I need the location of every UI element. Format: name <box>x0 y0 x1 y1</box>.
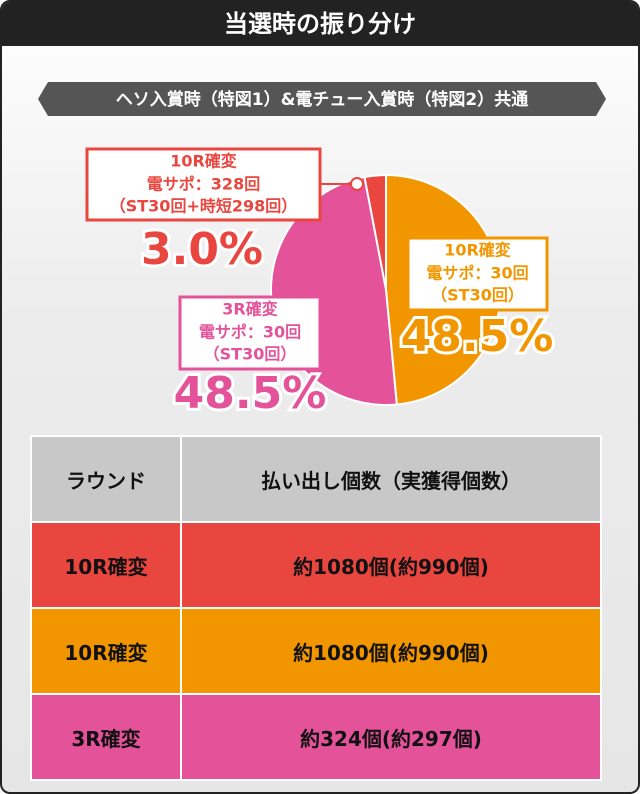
label-box <box>406 236 549 312</box>
table-row: 10R確変 約1080個(約990個) <box>30 521 602 609</box>
subtitle-banner <box>38 82 606 116</box>
slice-name: 10R確変 <box>444 241 511 260</box>
label-box <box>178 295 322 371</box>
header-cell: 払い出し個数（実獲得個数） <box>180 435 602 523</box>
table-cell: 約1080個(約990個) <box>180 521 602 609</box>
slice-percent: 48.5% <box>401 311 554 362</box>
subtitle: ヘソ入賞時（特図1）&電チュー入賞時（特図2）共通 <box>116 89 528 110</box>
slice-percent: 48.5% <box>174 368 327 419</box>
title: 当選時の振り分け <box>2 2 638 46</box>
slice-name: 3R確変 <box>222 300 277 319</box>
slice-detail: 電サポ：30回 <box>199 323 301 342</box>
table-row: 10R確変 約1080個(約990個) <box>30 607 602 695</box>
table: ラウンド 払い出し個数（実獲得個数） 10R確変 約1080個(約990個) 10R… <box>30 435 602 781</box>
slice-detail: 電サポ：328回 <box>147 175 260 194</box>
header-cell: ラウンド <box>30 435 182 523</box>
label-box <box>85 147 322 222</box>
slice-detail: 電サポ：30回 <box>426 264 528 283</box>
table-header: ラウンド 払い出し個数（実獲得個数） <box>30 435 602 523</box>
chart: ヘソ入賞時（特図1）&電チュー入賞時（特図2）共通 10R確変電サポ：328回（… <box>38 82 606 422</box>
slice-detail: （ST30回+時短298回） <box>110 197 298 216</box>
table-row: 3R確変 約324個(約297個) <box>30 693 602 781</box>
slice-name: 10R確変 <box>170 152 237 171</box>
slice-percent: 3.0% <box>141 224 263 275</box>
table-cell: 10R確変 <box>30 521 182 609</box>
leader-dot <box>350 177 364 191</box>
table-cell: 約1080個(約990個) <box>180 607 602 695</box>
table-cell: 10R確変 <box>30 607 182 695</box>
table-cell: 3R確変 <box>30 693 182 781</box>
table-cell: 約324個(約297個) <box>180 693 602 781</box>
slice-detail: （ST30回） <box>431 286 524 305</box>
slice-detail: （ST30回） <box>204 345 297 364</box>
